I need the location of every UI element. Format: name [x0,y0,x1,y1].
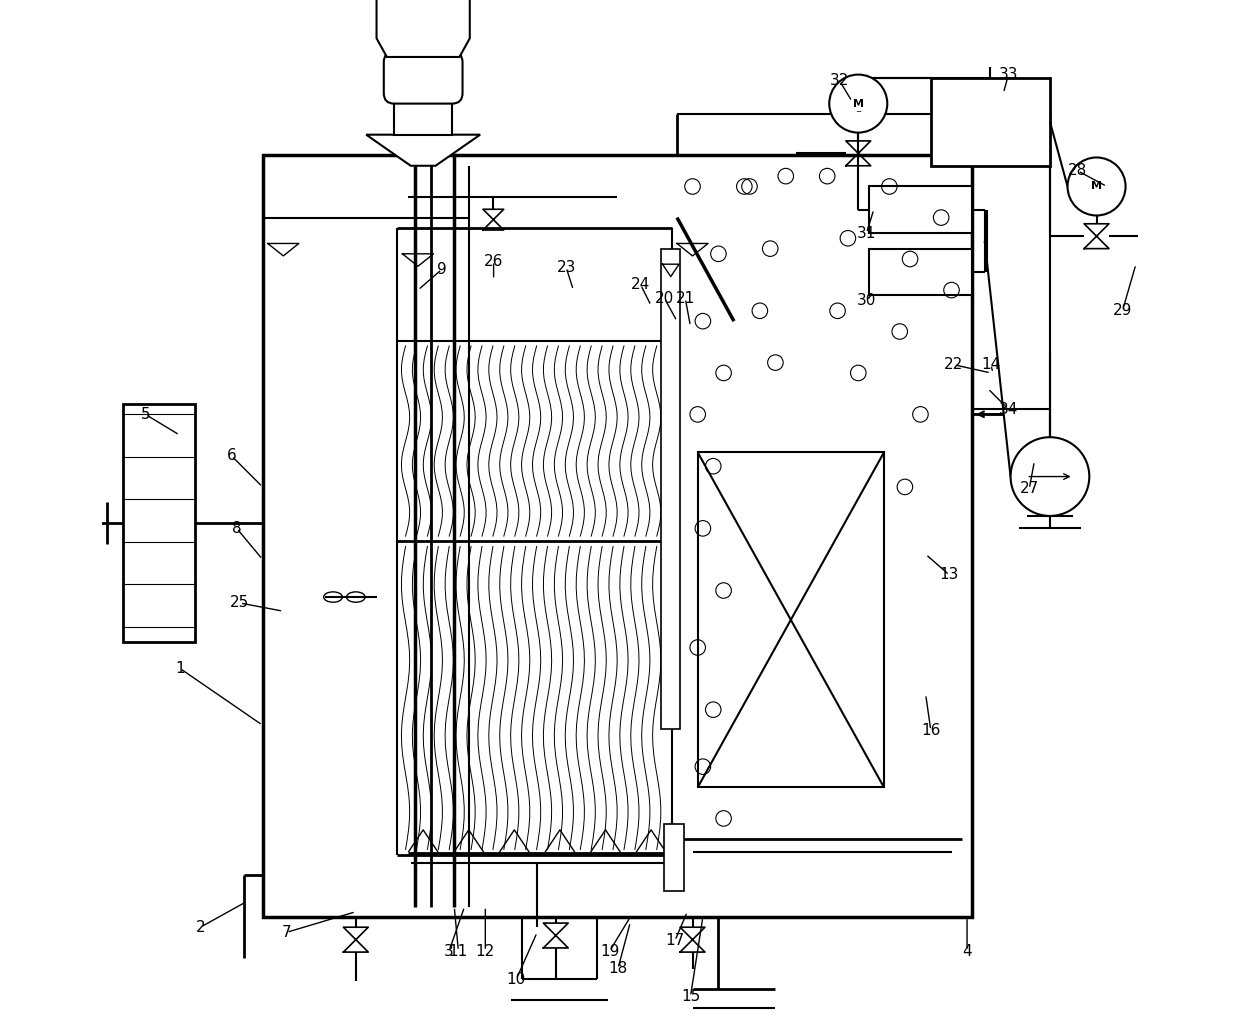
Bar [698,453,884,787]
Circle shape [1068,157,1126,215]
Text: 3: 3 [444,944,454,958]
Text: 28: 28 [1069,164,1087,178]
Text: 27: 27 [1019,482,1039,496]
Bar [869,186,972,233]
Text: 26: 26 [484,254,503,268]
FancyBboxPatch shape [384,52,463,104]
Text: 6: 6 [227,449,237,463]
Text: 20: 20 [655,291,675,306]
Text: 16: 16 [921,723,940,738]
Text: 24: 24 [631,278,650,292]
Text: 10: 10 [507,972,526,986]
Bar [931,78,1050,166]
Text: 1: 1 [175,661,185,675]
Text: 29: 29 [1112,304,1132,318]
Polygon shape [377,0,470,57]
Circle shape [1011,437,1089,516]
Bar [661,249,680,729]
Text: 19: 19 [600,944,619,958]
Text: 33: 33 [998,67,1018,82]
Text: 5: 5 [140,407,150,422]
Text: 4: 4 [962,944,972,958]
Text: 21: 21 [676,291,694,306]
Text: ─: ─ [856,109,861,115]
Circle shape [830,75,888,133]
Polygon shape [366,135,480,166]
Text: 18: 18 [609,961,627,976]
Text: 15: 15 [681,989,701,1004]
Text: 11: 11 [449,944,467,958]
Bar [394,93,453,135]
Text: 13: 13 [940,568,959,582]
Text: 30: 30 [857,293,877,308]
Text: 14: 14 [981,357,1001,372]
Text: 32: 32 [830,74,849,88]
Text: 31: 31 [857,226,877,240]
Text: 7: 7 [281,925,291,940]
Text: 9: 9 [436,262,446,277]
Text: 25: 25 [231,596,249,610]
Text: M: M [853,98,864,109]
Text: 8: 8 [232,521,242,536]
Text: 23: 23 [557,260,575,275]
Text: 17: 17 [666,933,684,948]
Text: M: M [1091,181,1102,192]
Text: 2: 2 [196,920,206,934]
Text: 22: 22 [944,357,963,372]
Bar [123,404,195,642]
Bar [869,249,972,295]
Bar [663,824,684,891]
Text: 12: 12 [476,944,495,958]
Bar [263,155,972,917]
Text: 34: 34 [998,402,1018,416]
